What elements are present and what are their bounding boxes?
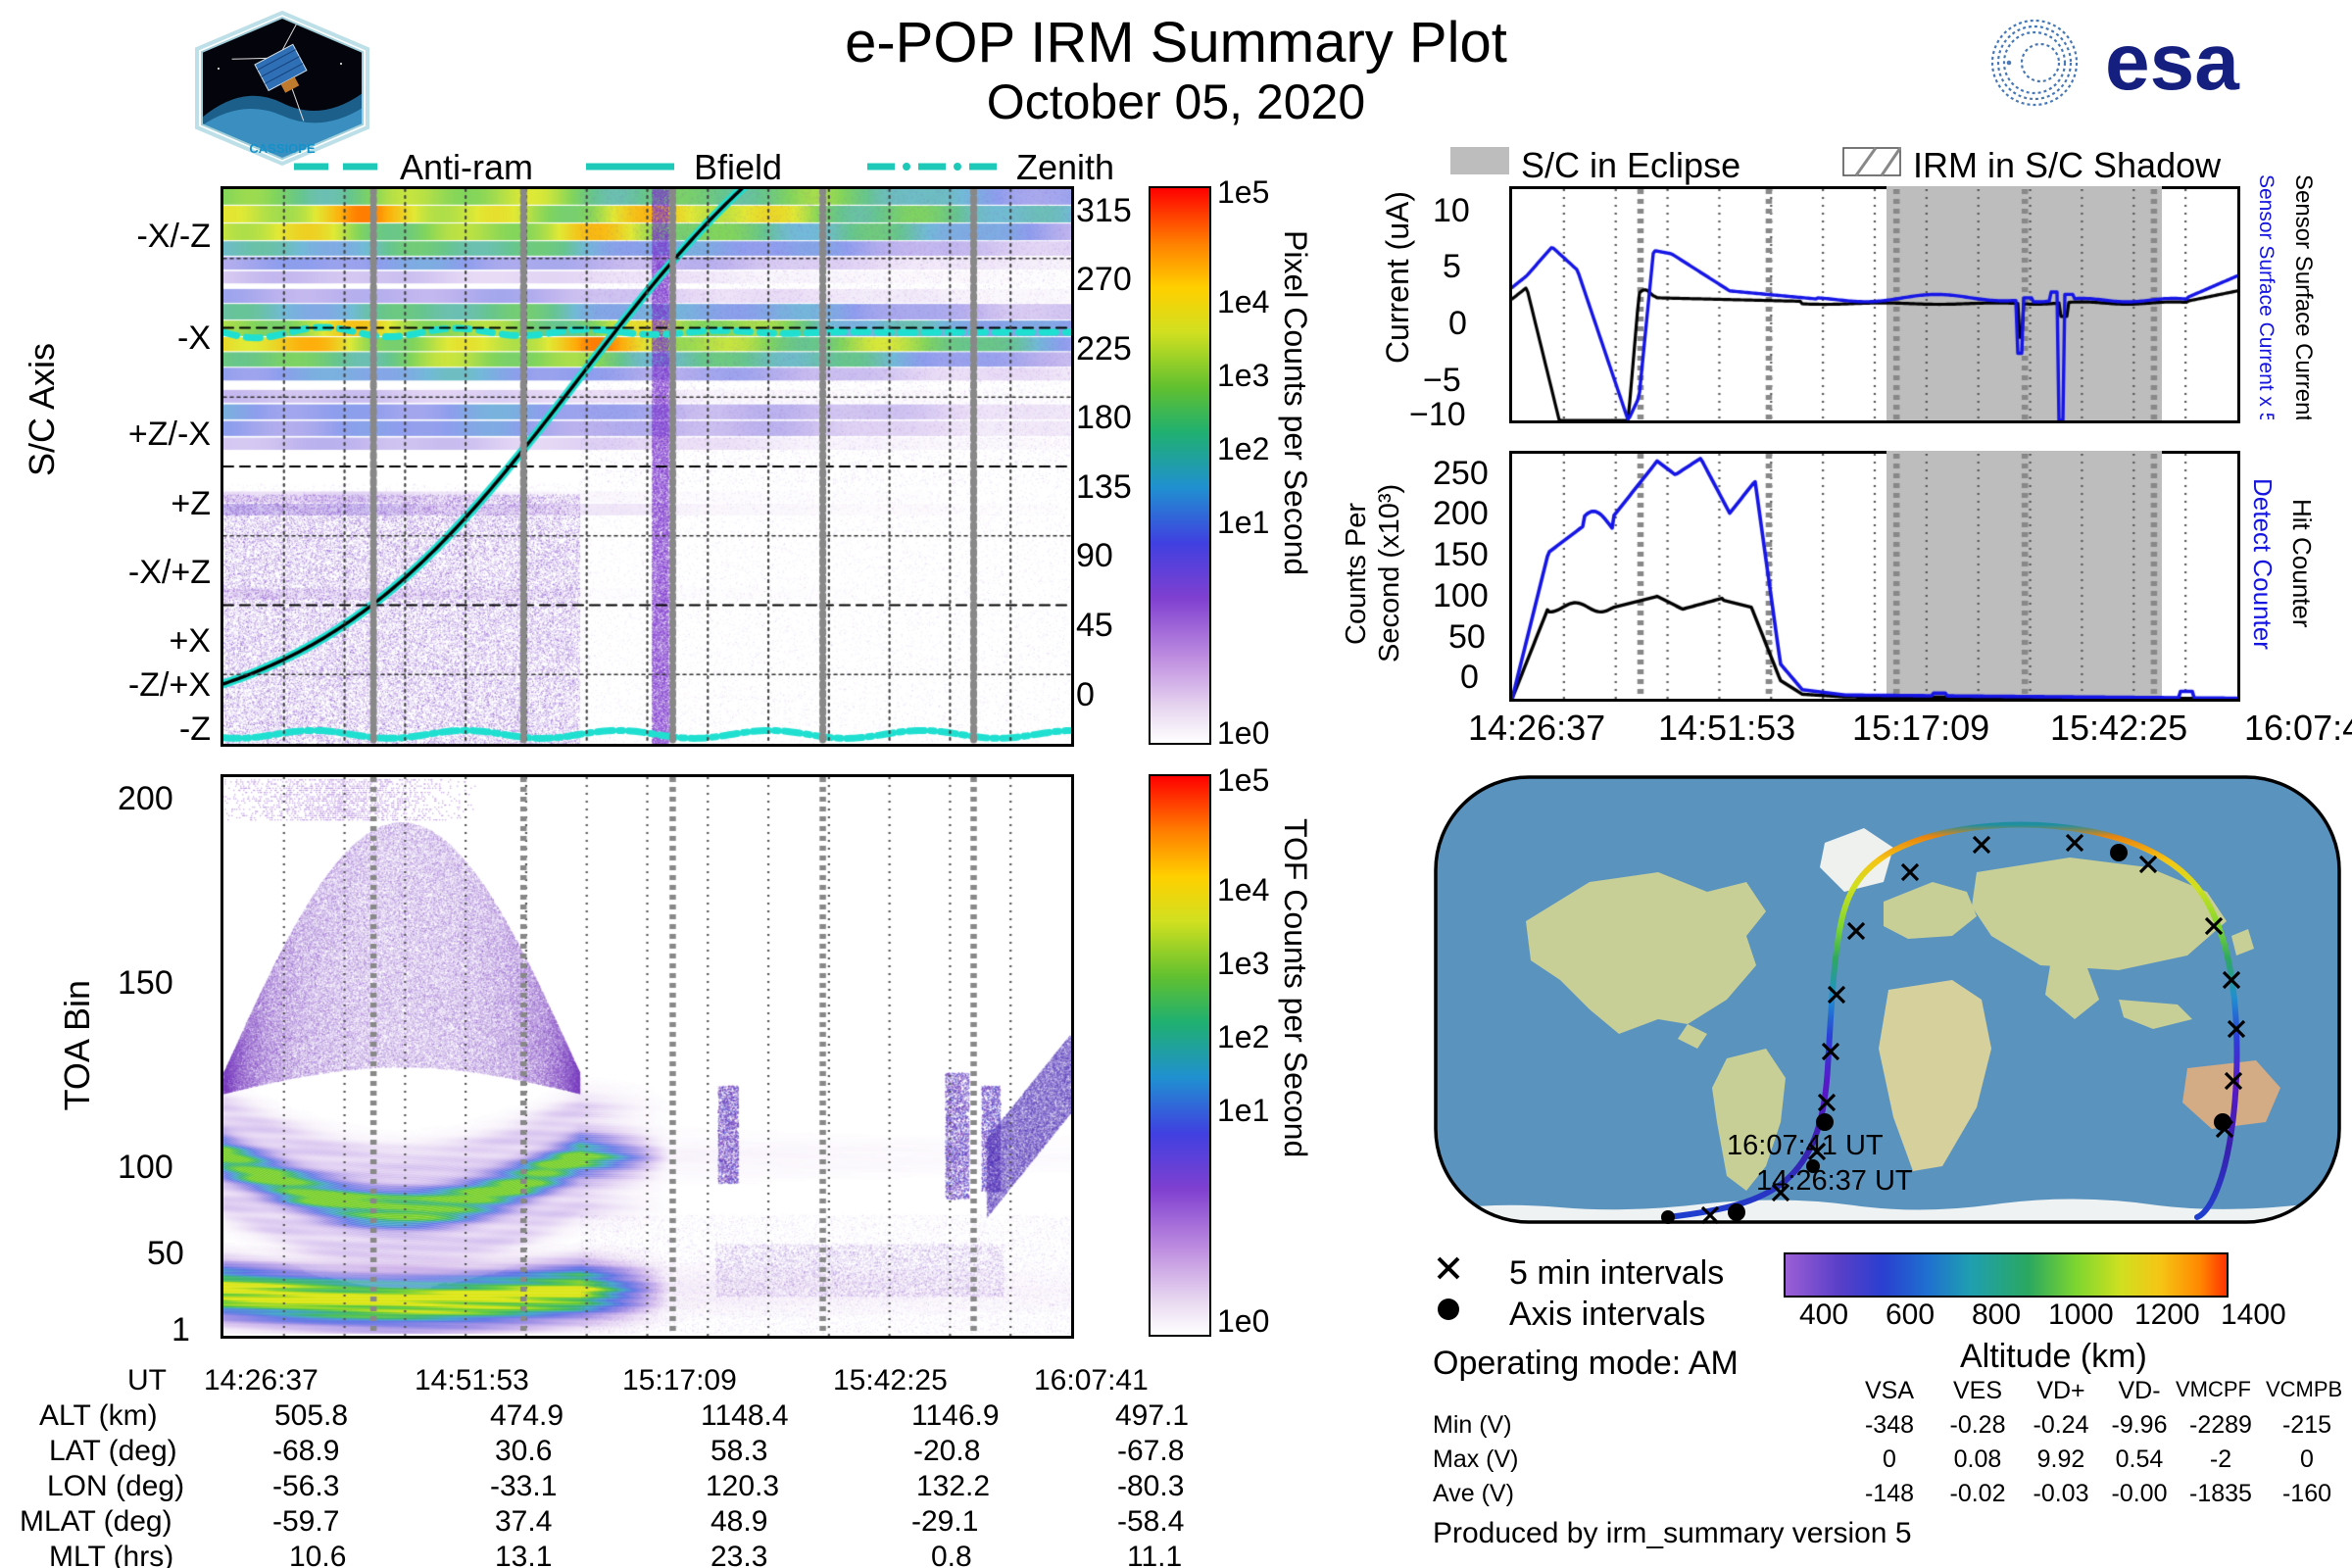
svg-text:16:07:41 UT: 16:07:41 UT	[1727, 1130, 1884, 1161]
svg-text:esa: esa	[2105, 18, 2240, 107]
svg-text:14:26:37 UT: 14:26:37 UT	[1756, 1165, 1913, 1197]
svg-text:Zenith: Zenith	[1016, 147, 1114, 187]
svg-text:Anti-ram: Anti-ram	[400, 147, 533, 187]
svg-text:Bfield: Bfield	[694, 147, 782, 187]
